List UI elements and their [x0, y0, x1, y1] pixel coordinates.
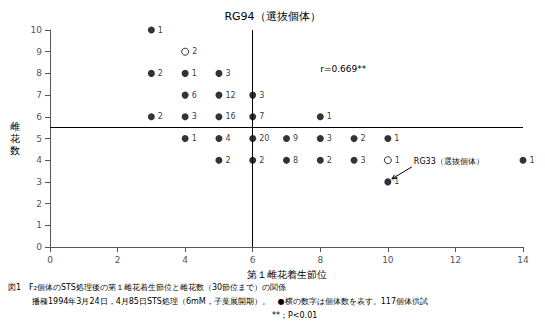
svg-text:r=0.669**: r=0.669**	[320, 64, 367, 74]
svg-text:第１雌花着生節位: 第１雌花着生節位	[247, 269, 327, 280]
svg-text:9: 9	[293, 134, 298, 143]
svg-text:12: 12	[450, 255, 461, 265]
svg-text:7: 7	[36, 90, 42, 100]
svg-text:3: 3	[259, 91, 264, 100]
svg-text:2: 2	[225, 156, 230, 165]
svg-text:6: 6	[250, 255, 256, 265]
svg-text:**；P<0.01: **；P<0.01	[8, 311, 317, 320]
svg-text:花: 花	[10, 133, 20, 144]
svg-text:7: 7	[259, 112, 264, 121]
svg-text:2: 2	[158, 112, 163, 121]
svg-text:2: 2	[361, 134, 366, 143]
svg-text:2: 2	[259, 156, 264, 165]
svg-text:10: 10	[31, 25, 43, 35]
svg-text:12: 12	[225, 91, 235, 100]
svg-text:雌: 雌	[10, 121, 20, 132]
svg-text:2: 2	[115, 255, 121, 265]
svg-text:3: 3	[361, 156, 366, 165]
svg-text:1: 1	[192, 69, 197, 78]
svg-text:1: 1	[395, 156, 400, 165]
svg-text:16: 16	[225, 112, 235, 121]
svg-text:1: 1	[530, 156, 535, 165]
svg-text:1: 1	[394, 177, 399, 186]
svg-text:2: 2	[192, 47, 197, 56]
svg-text:1: 1	[327, 112, 332, 121]
svg-text:3: 3	[36, 177, 42, 187]
svg-text:3: 3	[225, 69, 230, 78]
svg-text:8: 8	[36, 68, 42, 78]
svg-text:9: 9	[36, 47, 42, 57]
svg-text:6: 6	[36, 112, 42, 122]
svg-text:1: 1	[36, 220, 42, 230]
svg-text:3: 3	[192, 112, 197, 121]
svg-text:8: 8	[293, 156, 298, 165]
svg-text:0: 0	[36, 242, 42, 252]
svg-text:播種1994年3月24日，4月85日STS処理（6mM，子葉: 播種1994年3月24日，4月85日STS処理（6mM，子葉展開期）。 ●横の数…	[8, 297, 428, 306]
svg-text:RG94（選抜個体）: RG94（選抜個体）	[224, 10, 320, 23]
svg-text:5: 5	[36, 134, 42, 144]
svg-text:4: 4	[36, 155, 42, 165]
svg-text:10: 10	[382, 255, 394, 265]
svg-text:2: 2	[327, 156, 332, 165]
svg-text:14: 14	[517, 255, 529, 265]
svg-text:4: 4	[182, 255, 188, 265]
svg-text:1: 1	[158, 26, 163, 35]
svg-text:8: 8	[317, 255, 323, 265]
svg-text:1: 1	[394, 134, 399, 143]
svg-text:3: 3	[327, 134, 332, 143]
svg-text:数: 数	[10, 145, 20, 156]
svg-text:6: 6	[192, 91, 197, 100]
svg-text:図1 F₂個体のSTS処理後の第１雌花着生節位と雌花数（30: 図1 F₂個体のSTS処理後の第１雌花着生節位と雌花数（30節位まで）の関係	[8, 283, 286, 292]
svg-text:1: 1	[192, 134, 197, 143]
svg-text:2: 2	[158, 69, 163, 78]
svg-text:RG33（選抜個体）: RG33（選抜個体）	[414, 157, 484, 166]
svg-text:2: 2	[36, 199, 42, 209]
svg-text:20: 20	[259, 134, 269, 143]
svg-text:4: 4	[225, 134, 230, 143]
svg-text:0: 0	[47, 255, 53, 265]
